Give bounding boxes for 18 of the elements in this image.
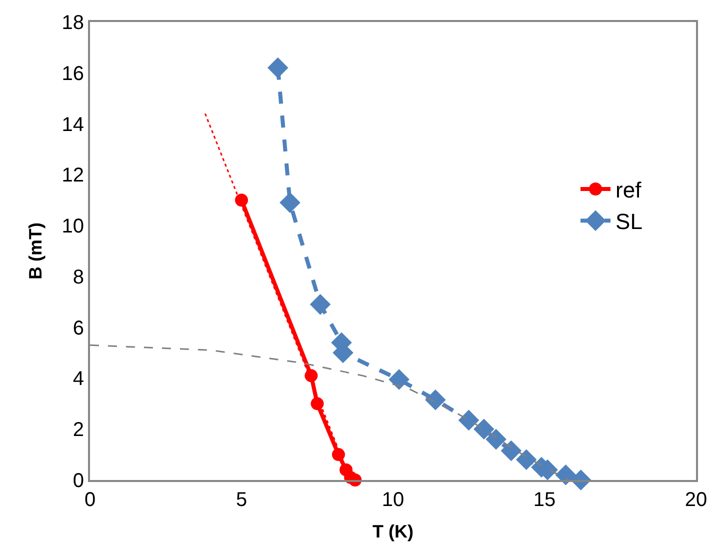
y-tick-label: 10 [62, 216, 84, 238]
y-tick-label: 0 [72, 470, 84, 492]
y-tick-label: 8 [72, 266, 84, 288]
y-tick-label: 2 [72, 419, 84, 442]
y-tick-label: 4 [72, 368, 84, 390]
y-tick-label: 14 [62, 114, 84, 136]
y-tick-label: 18 [62, 12, 84, 34]
x-axis-title: T (K) [372, 522, 414, 542]
x-tick-label: 20 [684, 489, 708, 511]
y-tick-label: 12 [62, 164, 84, 187]
y-axis-title: B (mT) [25, 222, 46, 280]
x-tick-label: 15 [533, 489, 556, 511]
x-tick-label: 10 [382, 489, 404, 511]
legend-label: ref [616, 178, 642, 203]
legend-label: SL [616, 209, 642, 234]
y-tick-label: 16 [62, 62, 84, 85]
y-tick-label: 6 [72, 317, 84, 340]
x-tick-label: 5 [236, 489, 248, 511]
